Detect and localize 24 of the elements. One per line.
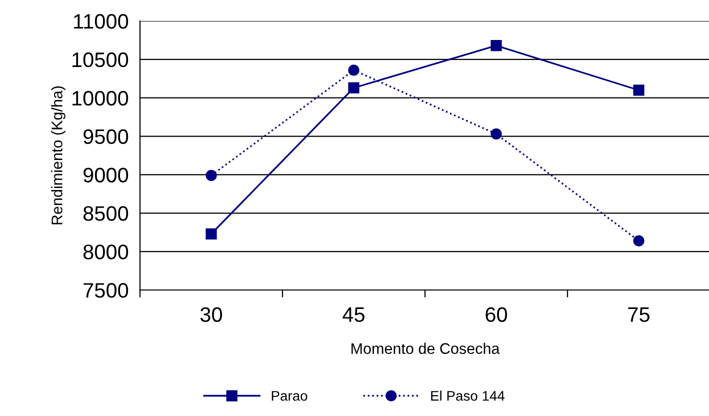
point — [206, 170, 217, 182]
point — [206, 228, 217, 240]
point — [633, 235, 644, 246]
x-tick-label: 75 — [628, 307, 650, 322]
y-tick-label: 7500 — [84, 283, 128, 298]
point — [633, 84, 644, 96]
legend-label: Parao — [272, 391, 308, 401]
point — [490, 40, 502, 52]
x-tick-label: 30 — [200, 307, 222, 322]
point — [490, 128, 502, 140]
point — [348, 64, 360, 76]
y-tick-label: 10500 — [72, 52, 128, 68]
legend-label: El Paso 144 — [431, 390, 505, 401]
y-tick-label: 8500 — [83, 206, 128, 221]
x-tick-label: 60 — [486, 307, 508, 322]
y-tick-label: 8000 — [83, 244, 128, 260]
x-tick-label: 45 — [342, 307, 364, 322]
point — [348, 82, 360, 94]
y-axis-title: Rendimiento (Kg/ha) — [51, 86, 66, 224]
y-tick-label: 9500 — [84, 129, 128, 144]
y-tick-label: 10000 — [72, 90, 128, 106]
x-axis-title: Momento de Cosecha — [352, 342, 500, 354]
y-tick-label: 11000 — [74, 14, 128, 29]
y-tick-label: 9000 — [84, 168, 128, 182]
